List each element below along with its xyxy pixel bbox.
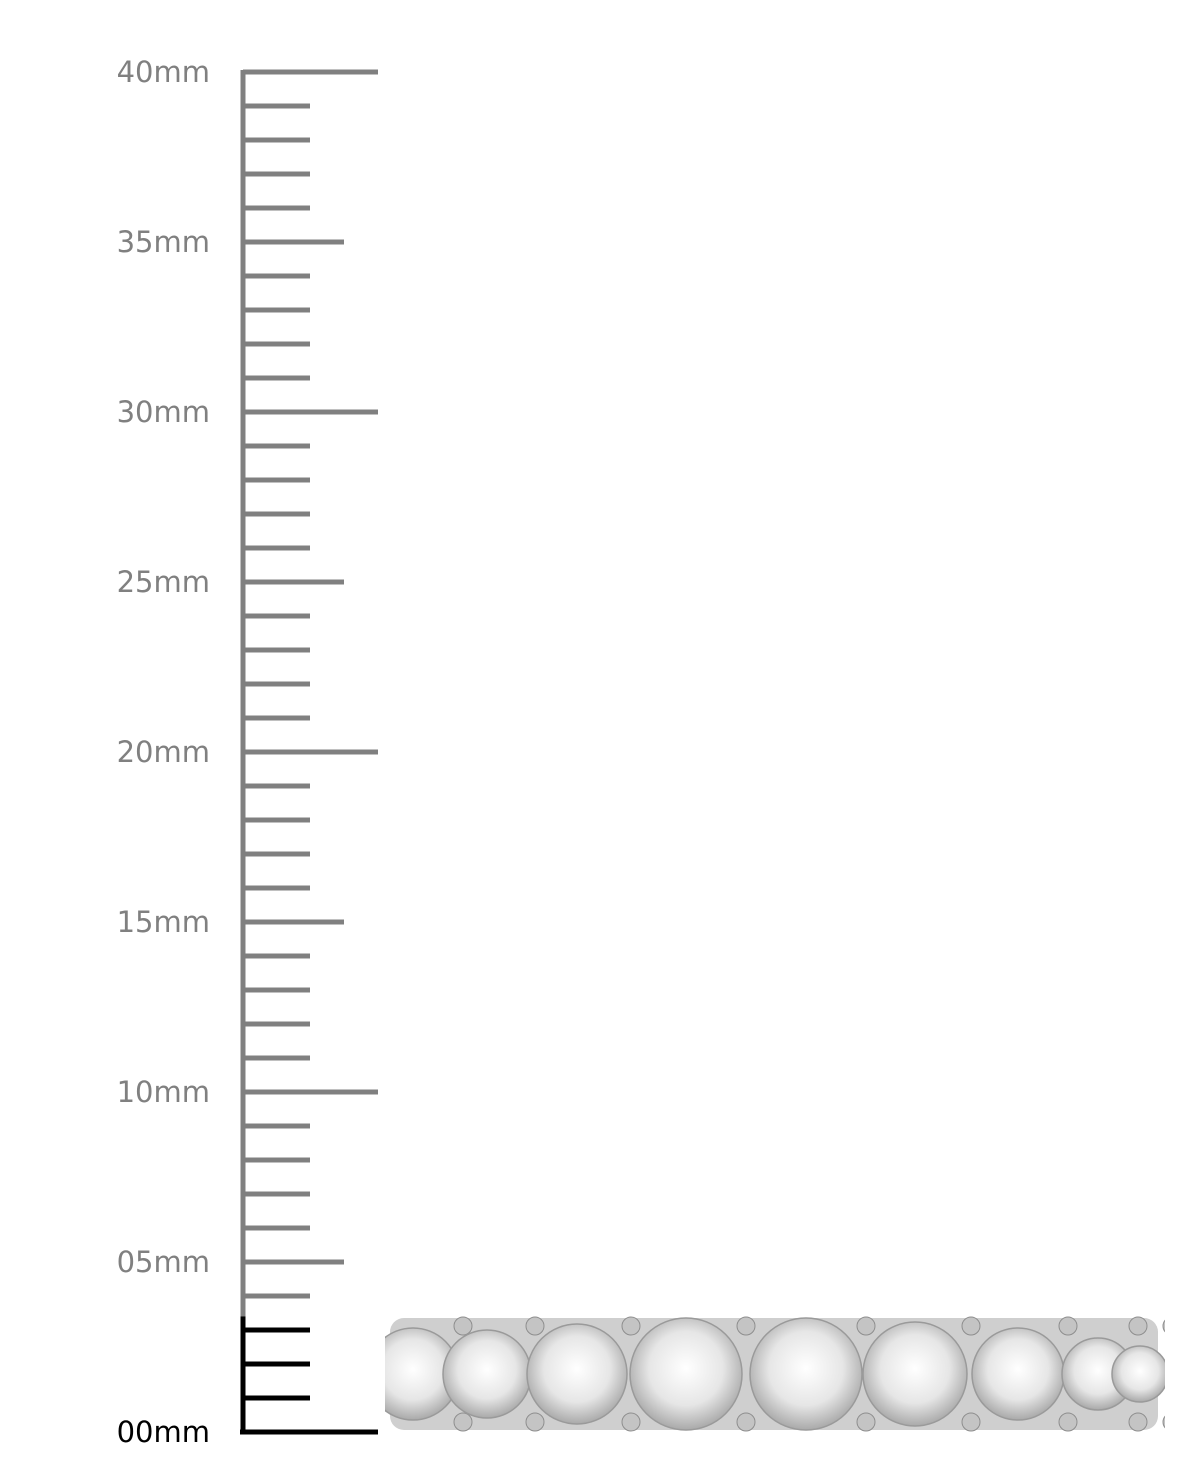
prong (1058, 1316, 1078, 1336)
ruler-label: 20mm (116, 735, 210, 769)
prong (453, 1412, 473, 1432)
prong (1162, 1319, 1165, 1333)
prong (1058, 1412, 1078, 1432)
prong (856, 1412, 876, 1432)
prong (961, 1316, 981, 1336)
ruler-label: 30mm (116, 395, 210, 429)
prong (525, 1316, 545, 1336)
ruler-label: 00mm (116, 1415, 210, 1449)
ruler-label: 05mm (116, 1245, 210, 1279)
ruler-label: 10mm (116, 1075, 210, 1109)
diamond-stone (526, 1323, 628, 1425)
prong (856, 1316, 876, 1336)
prong (453, 1316, 473, 1336)
diamond-stone (971, 1327, 1065, 1421)
ruler-label: 35mm (116, 225, 210, 259)
prong (621, 1316, 641, 1336)
ruler-label: 40mm (116, 55, 210, 89)
prong (621, 1412, 641, 1432)
prong (961, 1412, 981, 1432)
diamond-stone (862, 1321, 968, 1427)
diamond-stone (629, 1317, 743, 1431)
prong (1162, 1415, 1165, 1429)
prong (736, 1316, 756, 1336)
ruler-label: 25mm (116, 565, 210, 599)
prong (1128, 1316, 1148, 1336)
diamond-stone (1111, 1345, 1165, 1403)
diamond-ring-image (385, 1316, 1165, 1432)
diamond-stone (749, 1317, 863, 1431)
height-ruler (240, 69, 378, 1435)
prong (736, 1412, 756, 1432)
ruler-label: 15mm (116, 905, 210, 939)
prong (525, 1412, 545, 1432)
prong (1128, 1412, 1148, 1432)
diamond-stone (442, 1329, 532, 1419)
